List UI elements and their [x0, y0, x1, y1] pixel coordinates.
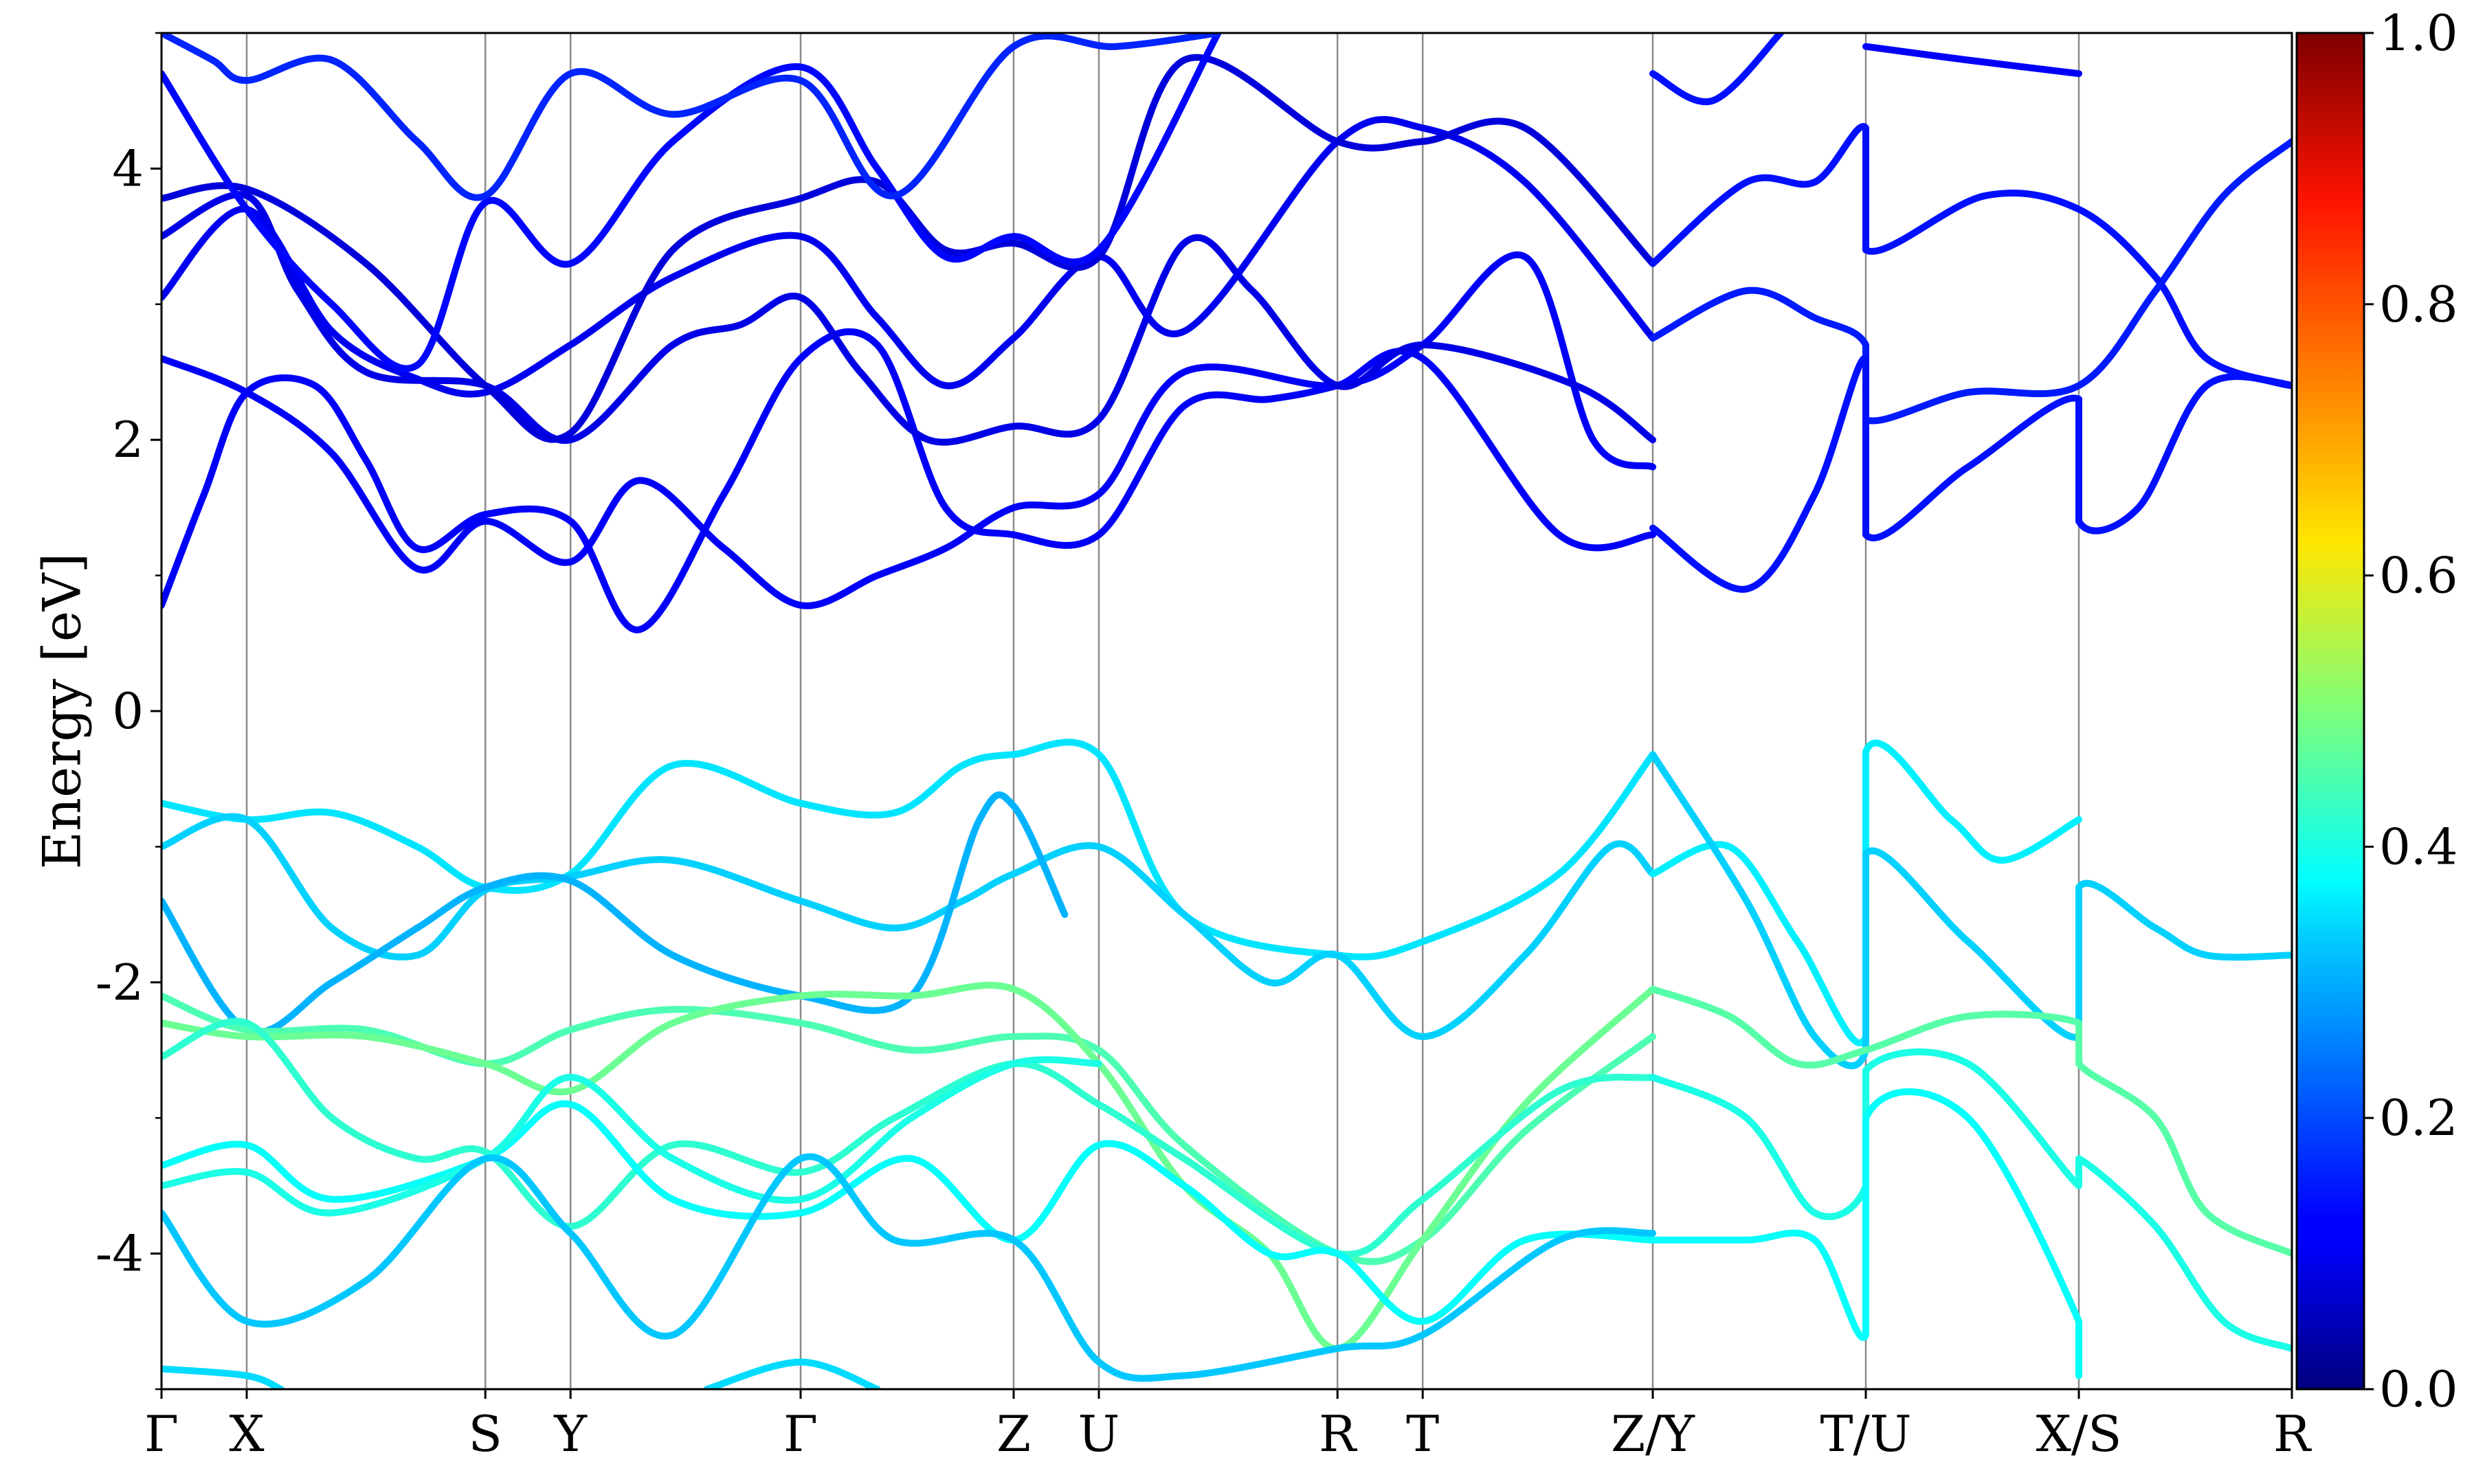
x-tick-label: Y: [553, 1405, 588, 1463]
y-tick-label: -2: [96, 954, 144, 1011]
band-line-5: [161, 54, 1656, 443]
band-line-4: [161, 115, 1656, 398]
band-line-20: [161, 1056, 1102, 1217]
colorbar-tick-label: 0.4: [2379, 818, 2458, 875]
band-line-10: [1649, 355, 2292, 593]
x-tick-label: X/S: [2036, 1405, 2122, 1463]
x-tick-label: R: [2273, 1405, 2312, 1463]
band-line-6: [161, 33, 1222, 372]
bands: [161, 33, 2292, 1389]
band-line-7: [161, 33, 1222, 201]
band-line-23: [703, 1358, 881, 1389]
x-tick-label: T/U: [1820, 1405, 1912, 1463]
band-line-18: [161, 1018, 1656, 1258]
band-line-2: [161, 251, 1656, 609]
x-tick-label: Γ: [144, 1405, 179, 1463]
band-line-3: [161, 191, 1656, 446]
colorbar-tick-label: 0.0: [2379, 1360, 2458, 1418]
band-line-12: [1862, 43, 2082, 78]
x-tick-label: S: [469, 1405, 502, 1463]
x-tick-label: Z: [996, 1405, 1031, 1463]
colorbar-tick-label: 0.6: [2379, 547, 2458, 605]
colorbar-tick-label: 0.8: [2379, 276, 2458, 333]
y-tick-label: 4: [112, 139, 144, 197]
band-line-14: [161, 813, 1656, 1040]
band-line-15: [161, 791, 1069, 1036]
x-tick-label: X: [229, 1405, 264, 1463]
x-tick-label: T: [1406, 1405, 1439, 1463]
x-tick-label: R: [1319, 1405, 1357, 1463]
band-line-19: [161, 1100, 1656, 1325]
band-line-27: [1649, 1048, 2292, 1352]
colorbar-tick-label: 1.0: [2379, 4, 2458, 62]
colorbar-tick-label: 0.2: [2379, 1089, 2458, 1147]
band-line-17: [161, 982, 1656, 1352]
band-line-28: [1649, 1088, 2082, 1380]
x-tick-label: Γ: [783, 1405, 818, 1463]
y-tick-label: 2: [112, 411, 144, 469]
x-tick-label: U: [1078, 1405, 1120, 1463]
band-line-11: [1649, 33, 1784, 106]
colorbar-gradient: [2295, 32, 2365, 1391]
band-line-13: [161, 739, 1656, 960]
band-line-25: [1649, 751, 2292, 1070]
band-line-9: [1649, 137, 2292, 425]
x-axis: Γ X S Y Γ Z U R T Z/Y T/U X/S R: [144, 1389, 2312, 1463]
x-tick-label: Z/Y: [1611, 1405, 1695, 1463]
band-line-26: [1649, 985, 2292, 1257]
y-tick-label: 0: [112, 682, 144, 740]
band-line-22: [161, 1365, 285, 1389]
y-axis: -4 -2 0 2 4: [96, 32, 161, 1391]
y-axis-label: Energy [eV]: [32, 553, 93, 870]
colorbar: 0.0 0.2 0.4 0.6 0.8 1.0: [2295, 4, 2458, 1418]
y-tick-label: -4: [96, 1225, 144, 1283]
colorbar-ticks: 0.0 0.2 0.4 0.6 0.8 1.0: [2364, 4, 2458, 1418]
band-line-21: [161, 1153, 1656, 1382]
band-line-8: [1649, 123, 2292, 390]
